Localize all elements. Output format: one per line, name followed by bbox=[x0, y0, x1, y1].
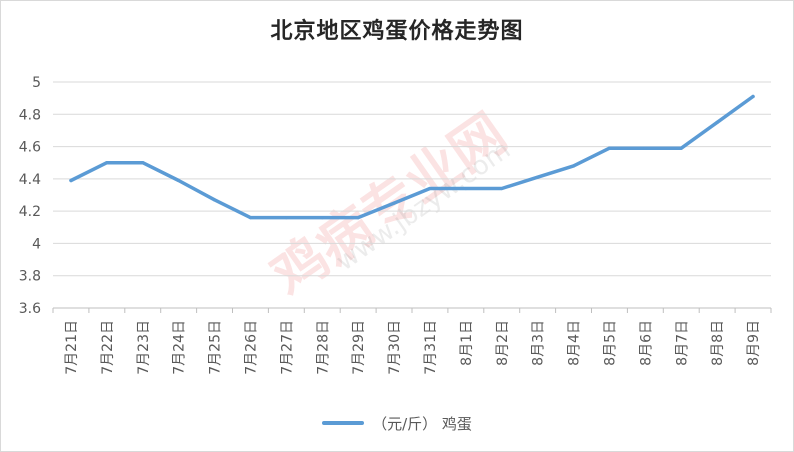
data-point bbox=[679, 146, 683, 150]
x-tick-label: 7月29日 bbox=[351, 320, 367, 375]
data-point bbox=[320, 216, 324, 220]
data-point bbox=[715, 120, 719, 124]
data-point bbox=[177, 178, 181, 183]
x-tick-label: 7月26日 bbox=[243, 320, 259, 375]
chart-title: 北京地区鸡蛋价格走势图 bbox=[270, 19, 524, 44]
data-point bbox=[464, 186, 468, 191]
series-layer bbox=[69, 94, 755, 220]
data-point bbox=[428, 186, 432, 191]
x-tick-label: 8月7日 bbox=[674, 320, 690, 366]
data-point bbox=[500, 186, 504, 191]
x-tick-label: 8月9日 bbox=[746, 320, 762, 366]
x-tick-label: 7月24日 bbox=[172, 320, 188, 375]
data-point bbox=[248, 216, 253, 220]
legend-line-swatch bbox=[322, 421, 365, 425]
x-tick-label: 8月1日 bbox=[459, 320, 475, 366]
data-point bbox=[212, 198, 217, 202]
x-tick-label: 7月31日 bbox=[423, 320, 439, 375]
data-point bbox=[751, 94, 755, 99]
y-tick-label: 3.8 bbox=[19, 269, 41, 285]
y-tick-label: 4.8 bbox=[19, 107, 41, 123]
legend-label: （元/斤） 鸡蛋 bbox=[372, 414, 472, 433]
legend: （元/斤） 鸡蛋 bbox=[1, 411, 793, 435]
data-point bbox=[105, 161, 109, 165]
gridlines bbox=[53, 81, 771, 309]
x-tick-label: 8月4日 bbox=[567, 320, 583, 366]
y-tick-label: 4.2 bbox=[19, 204, 41, 220]
x-tick-label: 8月6日 bbox=[638, 320, 654, 366]
data-point bbox=[284, 216, 288, 220]
data-point bbox=[69, 178, 73, 183]
x-tick-label: 8月3日 bbox=[531, 320, 547, 366]
data-point bbox=[141, 161, 145, 165]
x-tick-label: 8月2日 bbox=[495, 320, 511, 366]
data-point bbox=[607, 146, 612, 150]
series-line bbox=[69, 94, 755, 220]
x-tick-label: 7月30日 bbox=[387, 320, 403, 375]
x-tick-label: 7月27日 bbox=[279, 320, 295, 375]
y-tick-label: 5 bbox=[32, 75, 41, 91]
x-tick-label: 7月21日 bbox=[64, 320, 80, 375]
x-tick-label: 7月23日 bbox=[136, 320, 152, 375]
y-axis: 3.6 3.8 4 4.2 4.4 4.6 4.8 5 bbox=[19, 75, 41, 317]
y-tick-label: 3.6 bbox=[19, 301, 41, 317]
x-tick-label: 7月28日 bbox=[315, 320, 331, 375]
x-tick-label: 7月22日 bbox=[100, 320, 116, 375]
x-tick-label: 8月8日 bbox=[710, 320, 726, 366]
y-tick-label: 4 bbox=[32, 236, 41, 252]
x-tick-label: 7月25日 bbox=[208, 320, 224, 375]
data-point bbox=[356, 216, 360, 220]
data-point bbox=[643, 146, 647, 150]
x-axis: 7月21日 7月22日 7月23日 7月24日 7月25日 7月26日 7月27日 7月28日… bbox=[52, 308, 772, 375]
y-tick-label: 4.4 bbox=[19, 172, 41, 188]
y-tick-label: 4.6 bbox=[19, 140, 41, 156]
data-point bbox=[392, 201, 396, 205]
data-point bbox=[571, 164, 576, 168]
data-point bbox=[536, 175, 540, 179]
x-tick-label: 8月5日 bbox=[602, 320, 618, 366]
